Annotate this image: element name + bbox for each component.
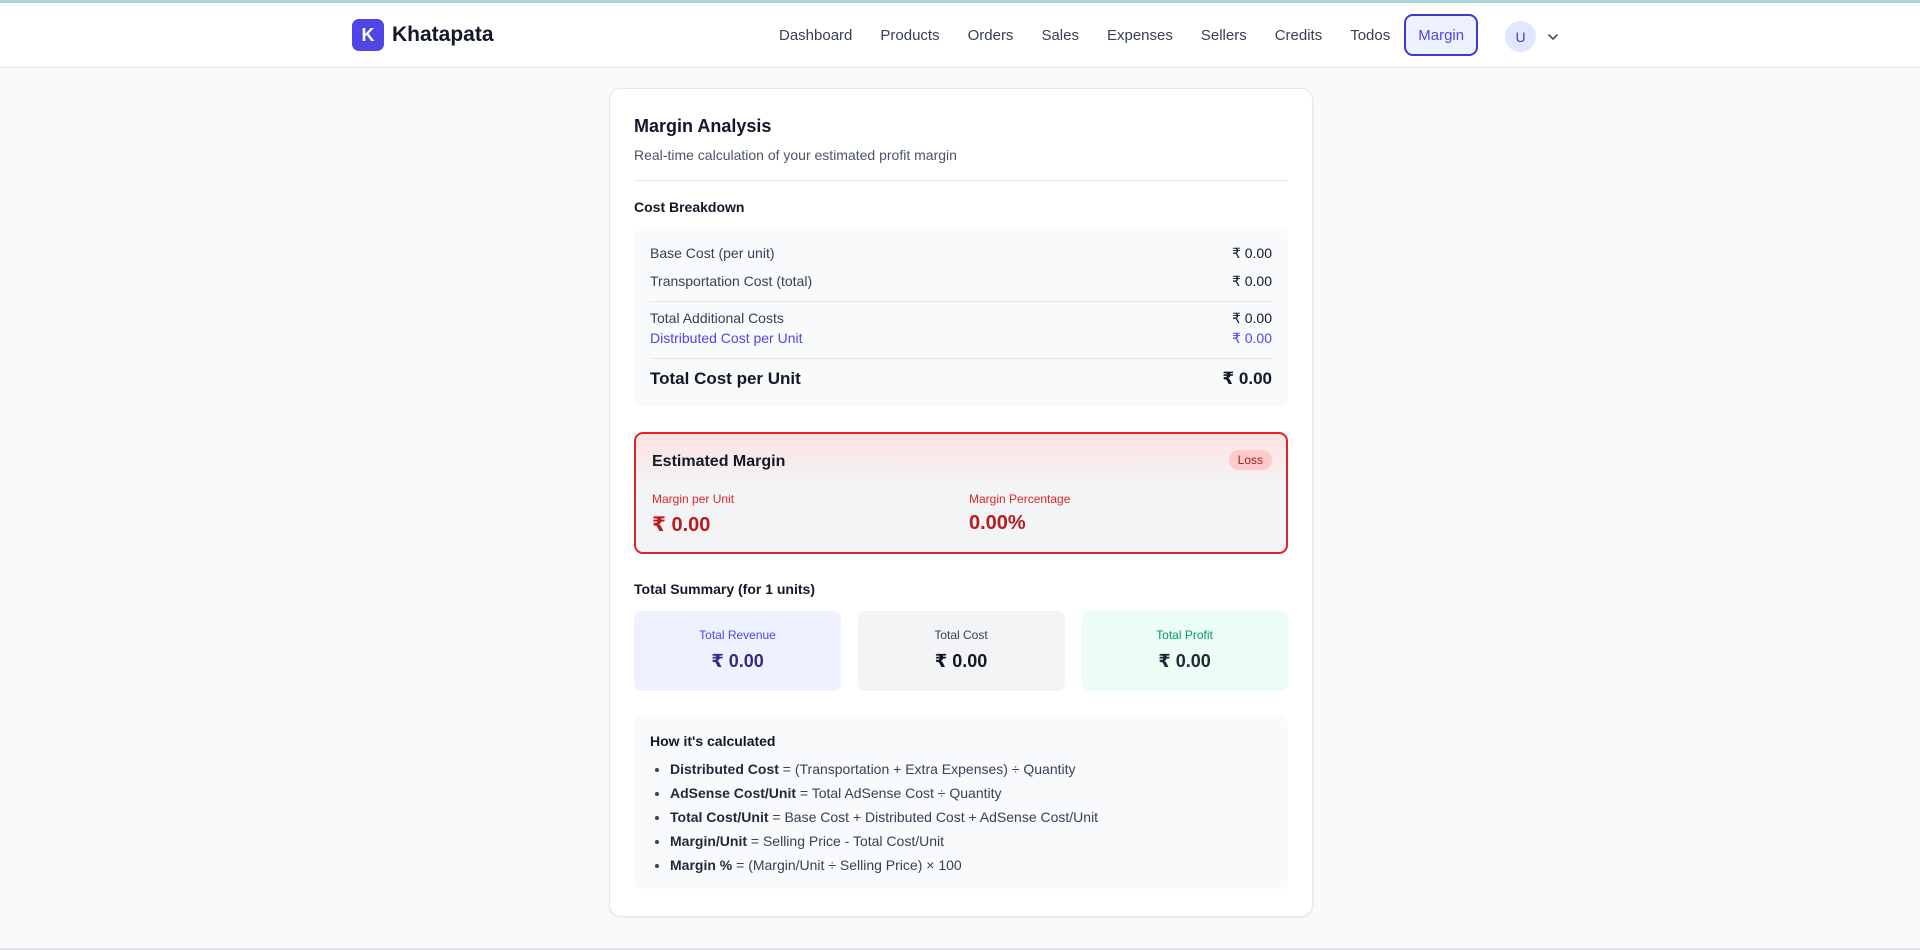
list-item: AdSense Cost/Unit = Total AdSense Cost ÷… [670, 781, 1098, 805]
top-accent-line [0, 0, 1920, 3]
estimated-margin-title: Estimated Margin [652, 453, 786, 470]
total-cost-value: ₹ 0.00 [1222, 369, 1272, 388]
avatar[interactable]: U [1505, 21, 1536, 52]
formula-text: = (Margin/Unit ÷ Selling Price) × 100 [732, 857, 962, 873]
total-cost-row: Total Cost per Unit ₹ 0.00 [650, 369, 1272, 389]
formula-text: = Base Cost + Distributed Cost + AdSense… [768, 809, 1099, 825]
margin-percentage-value: 0.00% [969, 512, 1026, 534]
estimated-margin-panel: Estimated Margin Loss Margin per Unit ₹ … [634, 432, 1288, 554]
formula-term: Distributed Cost [670, 761, 779, 777]
nav-todos[interactable]: Todos [1350, 26, 1391, 44]
total-revenue-tile: Total Revenue ₹ 0.00 [634, 611, 841, 691]
top-navbar: K Khatapata Dashboard Products Orders Sa… [0, 3, 1920, 68]
total-cost-tile: Total Cost ₹ 0.00 [857, 611, 1065, 691]
total-profit-value: ₹ 0.00 [1158, 651, 1211, 671]
total-summary-title: Total Summary (for 1 units) [634, 581, 815, 597]
distributed-cost-value: ₹ 0.00 [1231, 330, 1272, 346]
page-title: Margin Analysis [634, 116, 772, 136]
margin-percentage-label: Margin Percentage [969, 492, 1071, 506]
how-calculated-title: How it's calculated [650, 733, 776, 749]
additional-costs-value: ₹ 0.00 [1231, 310, 1272, 326]
margin-per-unit-label: Margin per Unit [652, 492, 735, 506]
margin-per-unit-value: ₹ 0.00 [652, 514, 711, 536]
divider [650, 358, 1272, 359]
total-revenue-value: ₹ 0.00 [711, 651, 764, 671]
nav-sales[interactable]: Sales [1041, 26, 1079, 44]
base-cost-label: Base Cost (per unit) [650, 245, 775, 261]
transport-cost-label: Transportation Cost (total) [650, 273, 813, 289]
total-cost-tile-value: ₹ 0.00 [934, 651, 988, 671]
margin-per-unit: Margin per Unit ₹ 0.00 [652, 492, 734, 537]
formula-text: = Selling Price - Total Cost/Unit [747, 833, 944, 849]
additional-costs-row: Total Additional Costs ₹ 0.00 [650, 310, 1272, 327]
total-profit-label: Total Profit [1156, 628, 1213, 642]
transport-cost-value: ₹ 0.00 [1231, 273, 1272, 289]
bottom-border [0, 948, 1920, 950]
formula-term: AdSense Cost/Unit [670, 785, 797, 801]
main-nav: Dashboard Products Orders Sales Expenses… [765, 14, 1479, 56]
nav-sellers[interactable]: Sellers [1200, 26, 1247, 44]
nav-dashboard[interactable]: Dashboard [779, 26, 853, 44]
nav-margin[interactable]: Margin [1404, 14, 1479, 56]
additional-costs-label: Total Additional Costs [650, 310, 784, 326]
list-item: Margin/Unit = Selling Price - Total Cost… [670, 829, 1098, 853]
brand[interactable]: K Khatapata [352, 19, 494, 51]
total-summary: Total Revenue ₹ 0.00 Total Cost ₹ 0.00 T… [634, 611, 1288, 691]
nav-expenses[interactable]: Expenses [1106, 26, 1173, 44]
margin-percentage: Margin Percentage 0.00% [969, 492, 1070, 535]
list-item: Distributed Cost = (Transportation + Ext… [670, 757, 1098, 781]
transport-cost-row: Transportation Cost (total) ₹ 0.00 [650, 273, 1272, 290]
base-cost-row: Base Cost (per unit) ₹ 0.00 [650, 245, 1272, 262]
chevron-down-icon[interactable] [1546, 30, 1560, 44]
cost-breakdown-panel: Base Cost (per unit) ₹ 0.00 Transportati… [634, 229, 1288, 406]
list-item: Total Cost/Unit = Base Cost + Distribute… [670, 805, 1098, 829]
brand-logo: K [352, 19, 384, 51]
list-item: Margin % = (Margin/Unit ÷ Selling Price)… [670, 853, 1098, 877]
nav-credits[interactable]: Credits [1274, 26, 1323, 44]
status-badge: Loss [1228, 450, 1272, 470]
brand-name: Khatapata [392, 23, 494, 46]
how-calculated-panel: How it's calculated Distributed Cost = (… [634, 716, 1288, 889]
cost-breakdown-title: Cost Breakdown [634, 199, 745, 215]
distributed-cost-label: Distributed Cost per Unit [650, 330, 803, 346]
total-cost-label: Total Cost per Unit [650, 369, 801, 388]
total-revenue-label: Total Revenue [699, 628, 776, 642]
margin-analysis-card: Margin Analysis Real-time calculation of… [609, 88, 1313, 917]
nav-products[interactable]: Products [880, 26, 940, 44]
formula-term: Margin/Unit [670, 833, 747, 849]
distributed-cost-row: Distributed Cost per Unit ₹ 0.00 [650, 330, 1272, 347]
total-cost-tile-label: Total Cost [934, 628, 988, 642]
formula-list: Distributed Cost = (Transportation + Ext… [650, 757, 1098, 877]
formula-text: = Total AdSense Cost ÷ Quantity [796, 785, 1002, 801]
formula-text: = (Transportation + Extra Expenses) ÷ Qu… [778, 761, 1076, 777]
total-profit-tile: Total Profit ₹ 0.00 [1081, 611, 1288, 691]
divider [634, 180, 1288, 181]
page-subtitle: Real-time calculation of your estimated … [634, 147, 957, 163]
nav-orders[interactable]: Orders [967, 26, 1014, 44]
formula-term: Margin % [670, 857, 733, 873]
user-menu[interactable]: U [1505, 21, 1560, 52]
divider [650, 301, 1272, 302]
base-cost-value: ₹ 0.00 [1231, 245, 1272, 261]
formula-term: Total Cost/Unit [670, 809, 769, 825]
